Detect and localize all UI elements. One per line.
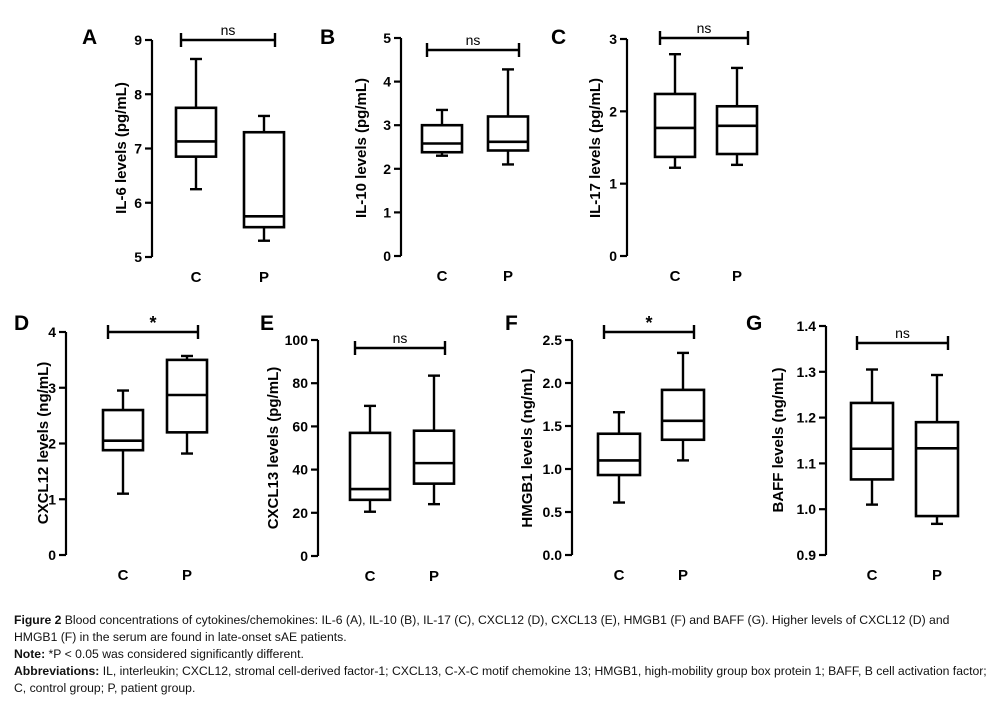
caption-abbr-label: Abbreviations:: [14, 664, 100, 678]
panel-e-tick-label: 40: [292, 462, 308, 478]
panel-e-c-category-label: C: [365, 568, 376, 585]
panel-g-letter: G: [746, 312, 762, 335]
panel-a-c-box: [174, 106, 218, 158]
panel-f-p-box: [660, 388, 706, 442]
caption-figure-label: Figure 2: [14, 613, 62, 627]
panel-a-p-category-label: P: [259, 269, 269, 286]
panel-f-tick-label: 2.5: [543, 332, 563, 348]
panel-g-c-box: [849, 401, 895, 481]
caption-abbreviations: Abbreviations: IL, interleukin; CXCL12, …: [14, 663, 994, 697]
panel-d-tick-label: 4: [48, 324, 56, 340]
panel-e-tick-label: 60: [292, 418, 308, 434]
panel-g-tick-label: 1.4: [797, 318, 817, 334]
panel-f-tick-label: 1.0: [543, 461, 563, 477]
panel-d-significance-label: *: [149, 313, 156, 333]
panel-b-letter: B: [320, 26, 335, 49]
panel-d-tick-label: 0: [48, 547, 56, 563]
panel-b-tick-label: 1: [383, 204, 391, 220]
panel-d-tick-label: 2: [48, 436, 56, 452]
panel-d-tick-label: 1: [48, 491, 56, 507]
panel-c-tick-label: 2: [609, 103, 617, 119]
panel-b-tick-label: 5: [383, 30, 391, 46]
panel-b-tick-label: 3: [383, 117, 391, 133]
caption-text: Blood concentrations of cytokines/chemok…: [14, 613, 950, 644]
figure-caption: Figure 2 Blood concentrations of cytokin…: [14, 612, 994, 697]
caption-note: Note: *P < 0.05 was considered significa…: [14, 646, 994, 663]
panel-c-significance-label: ns: [697, 20, 712, 36]
panel-e-tick-label: 100: [285, 332, 309, 348]
panel-g-tick-label: 0.9: [797, 547, 817, 563]
panel-a-tick-label: 6: [134, 195, 142, 211]
panel-g-p-category-label: P: [932, 567, 942, 584]
panel-b-significance-label: ns: [466, 32, 481, 48]
panel-c-p-box: [715, 104, 759, 156]
panel-d-letter: D: [14, 312, 29, 335]
panel-c-tick-label: 0: [609, 248, 617, 264]
panel-e-significance-label: ns: [393, 330, 408, 346]
panel-g-tick-label: 1.0: [797, 501, 817, 517]
panel-a-c-category-label: C: [191, 269, 202, 286]
panel-c-tick-label: 3: [609, 31, 617, 47]
panel-g-p-box: [914, 420, 960, 518]
panel-a-tick-label: 7: [134, 141, 142, 157]
panel-a-tick-label: 5: [134, 249, 142, 265]
panel-g-tick-label: 1.1: [797, 455, 817, 471]
panel-g-y-label: BAFF levels (ng/mL): [770, 367, 787, 512]
panel-e-p-box: [412, 429, 456, 485]
panel-g-tick-label: 1.2: [797, 410, 817, 426]
panel-b-p-category-label: P: [503, 268, 513, 285]
panel-b-c-box: [420, 123, 464, 154]
panel-d-p-category-label: P: [182, 567, 192, 584]
panel-e-tick-label: 20: [292, 505, 308, 521]
panel-d-tick-label: 3: [48, 380, 56, 396]
panel-f-p-category-label: P: [678, 567, 688, 584]
panel-f-significance-label: *: [645, 313, 652, 333]
caption-note-label: Note:: [14, 647, 46, 661]
panel-a-tick-label: 9: [134, 32, 142, 48]
panel-c-c-category-label: C: [670, 268, 681, 285]
panel-a-y-label: IL-6 levels (pg/mL): [113, 82, 130, 214]
panel-e-tick-label: 80: [292, 375, 308, 391]
panel-g-significance-label: ns: [895, 325, 910, 341]
panel-b-tick-label: 4: [383, 74, 391, 90]
panel-c-p-category-label: P: [732, 268, 742, 285]
panel-f-tick-label: 0.0: [543, 547, 563, 563]
panel-d-c-box: [101, 408, 145, 452]
caption-main: Figure 2 Blood concentrations of cytokin…: [14, 612, 994, 646]
panel-d-c-category-label: C: [118, 567, 129, 584]
panel-c-letter: C: [551, 26, 566, 49]
panel-b-y-label: IL-10 levels (pg/mL): [353, 78, 370, 218]
panel-g-c-category-label: C: [867, 567, 878, 584]
panel-e-tick-label: 0: [300, 548, 308, 564]
panel-e-y-label: CXCL13 levels (pg/mL): [265, 367, 282, 530]
caption-note-text: *P < 0.05 was considered significantly d…: [48, 647, 304, 661]
panel-c-c-box: [653, 92, 697, 159]
panel-a-significance-label: ns: [221, 22, 236, 38]
panel-e-p-category-label: P: [429, 568, 439, 585]
panel-f-tick-label: 0.5: [543, 504, 563, 520]
panel-b-tick-label: 2: [383, 161, 391, 177]
panel-e-letter: E: [260, 312, 274, 335]
panel-c-tick-label: 1: [609, 176, 617, 192]
panel-f-c-category-label: C: [614, 567, 625, 584]
panel-f-tick-label: 1.5: [543, 418, 563, 434]
panel-g-tick-label: 1.3: [797, 364, 817, 380]
panel-a-p-box: [242, 130, 286, 229]
panel-a-tick-label: 8: [134, 86, 142, 102]
figure-panels: A 5 6 7 8 9 IL-6 levels (pg/mL) C Pns B 0 1 2 3 4 5 IL-1…: [14, 20, 960, 585]
caption-abbr-text: IL, interleukin; CXCL12, stromal cell-de…: [14, 664, 987, 695]
panel-f-letter: F: [505, 312, 518, 335]
panel-b-tick-label: 0: [383, 248, 391, 264]
panel-b-c-category-label: C: [437, 268, 448, 285]
panel-d-y-label: CXCL12 levels (ng/mL): [35, 362, 52, 525]
panel-a-letter: A: [82, 26, 97, 49]
panel-f-c-box: [596, 432, 642, 477]
panel-f-y-label: HMGB1 levels (ng/mL): [519, 368, 536, 527]
panel-b-p-box: [486, 115, 530, 152]
panel-f-tick-label: 2.0: [543, 375, 563, 391]
panel-c-y-label: IL-17 levels (pg/mL): [587, 78, 604, 218]
